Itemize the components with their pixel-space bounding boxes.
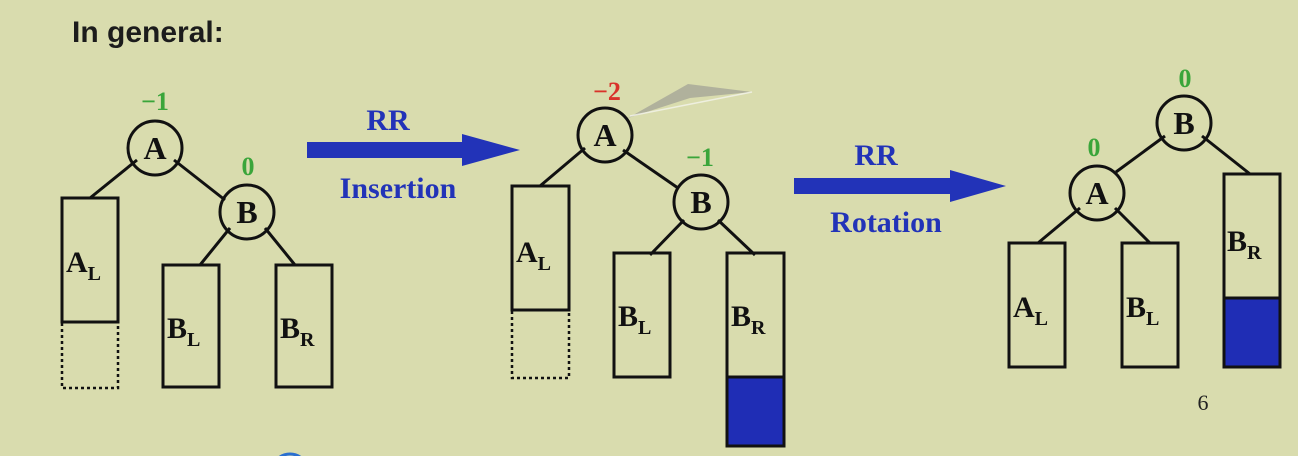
edge-b-br (1201, 134, 1251, 176)
edge-b-br (263, 227, 297, 266)
laser-pointer-streak (628, 84, 752, 118)
node-a-balance: 0 (1088, 133, 1101, 162)
node-a (1068, 164, 1126, 222)
subtree-bl-box (1120, 241, 1180, 369)
edge-b-a (1115, 134, 1166, 174)
node-b (218, 183, 276, 241)
edge-b-br (716, 218, 757, 257)
edge-a-b (173, 158, 226, 202)
stage-3-tree: AL BL BR B 0 A 0 (1007, 64, 1282, 369)
page-number: 6 (1198, 390, 1209, 415)
subtree-al-label: AL (66, 246, 101, 285)
subtree-al-box (1007, 241, 1067, 369)
node-b (672, 173, 730, 231)
heading: In general: (72, 16, 224, 49)
node-b-balance: 0 (1179, 64, 1192, 93)
stage-2-tree: AL BL BR A −2 B −1 (510, 77, 786, 448)
subtree-br-inserted-node (1222, 296, 1282, 369)
edge-a-bl (1113, 206, 1152, 245)
subtree-al-dotted-extension (60, 320, 120, 390)
subtree-bl-box (612, 251, 672, 379)
arrow2-head (950, 170, 1006, 202)
node-a (576, 106, 634, 164)
edge-a-b (622, 148, 679, 190)
edge-b-bl (198, 227, 232, 266)
subtree-al-dotted-extension (510, 308, 571, 380)
node-b-label: B (236, 194, 257, 230)
node-b-label: B (690, 184, 711, 220)
node-b-label: B (1173, 105, 1194, 141)
node-a-label: A (593, 117, 616, 153)
subtree-bl-label: BL (618, 300, 651, 339)
arrow-rr-insertion: RR Insertion (307, 104, 520, 205)
arrow1-head (462, 134, 520, 166)
edge-a-al (539, 146, 586, 188)
partial-circle-marker (278, 452, 302, 456)
edge-a-al (89, 158, 138, 200)
subtree-br-inserted-node (725, 375, 786, 448)
subtree-br-label: BR (1227, 225, 1262, 264)
arrow2-bottom-label: Rotation (830, 206, 942, 239)
arrow2-top-label: RR (854, 139, 898, 172)
laser-pointer-glint (629, 91, 753, 117)
node-a-label: A (143, 130, 166, 166)
arrow1-shaft (307, 142, 467, 158)
node-a (126, 119, 184, 177)
edge-b-bl (648, 218, 686, 257)
subtree-bl-box (161, 263, 221, 389)
node-a-balance: −1 (141, 87, 169, 116)
node-b-balance: 0 (242, 152, 255, 181)
subtree-br-box (274, 263, 334, 389)
subtree-br-label: BR (280, 312, 315, 351)
node-b-balance: −1 (686, 143, 714, 172)
subtree-br-label: BR (731, 300, 766, 339)
edge-a-al (1037, 206, 1081, 245)
stage-1-tree: AL BL BR A −1 B 0 (60, 87, 334, 390)
arrow1-bottom-label: Insertion (340, 172, 457, 205)
subtree-al-box (510, 184, 571, 312)
subtree-al-box (60, 196, 120, 324)
subtree-bl-label: BL (167, 312, 200, 351)
subtree-bl-label: BL (1126, 291, 1159, 330)
arrow2-shaft (794, 178, 954, 194)
arrow-rr-rotation: RR Rotation (794, 139, 1006, 239)
arrow1-top-label: RR (366, 104, 410, 137)
node-b (1155, 94, 1213, 152)
subtree-al-label: AL (1013, 291, 1048, 330)
node-a-label: A (1085, 175, 1108, 211)
node-a-balance: −2 (593, 77, 621, 106)
subtree-al-label: AL (516, 236, 551, 275)
